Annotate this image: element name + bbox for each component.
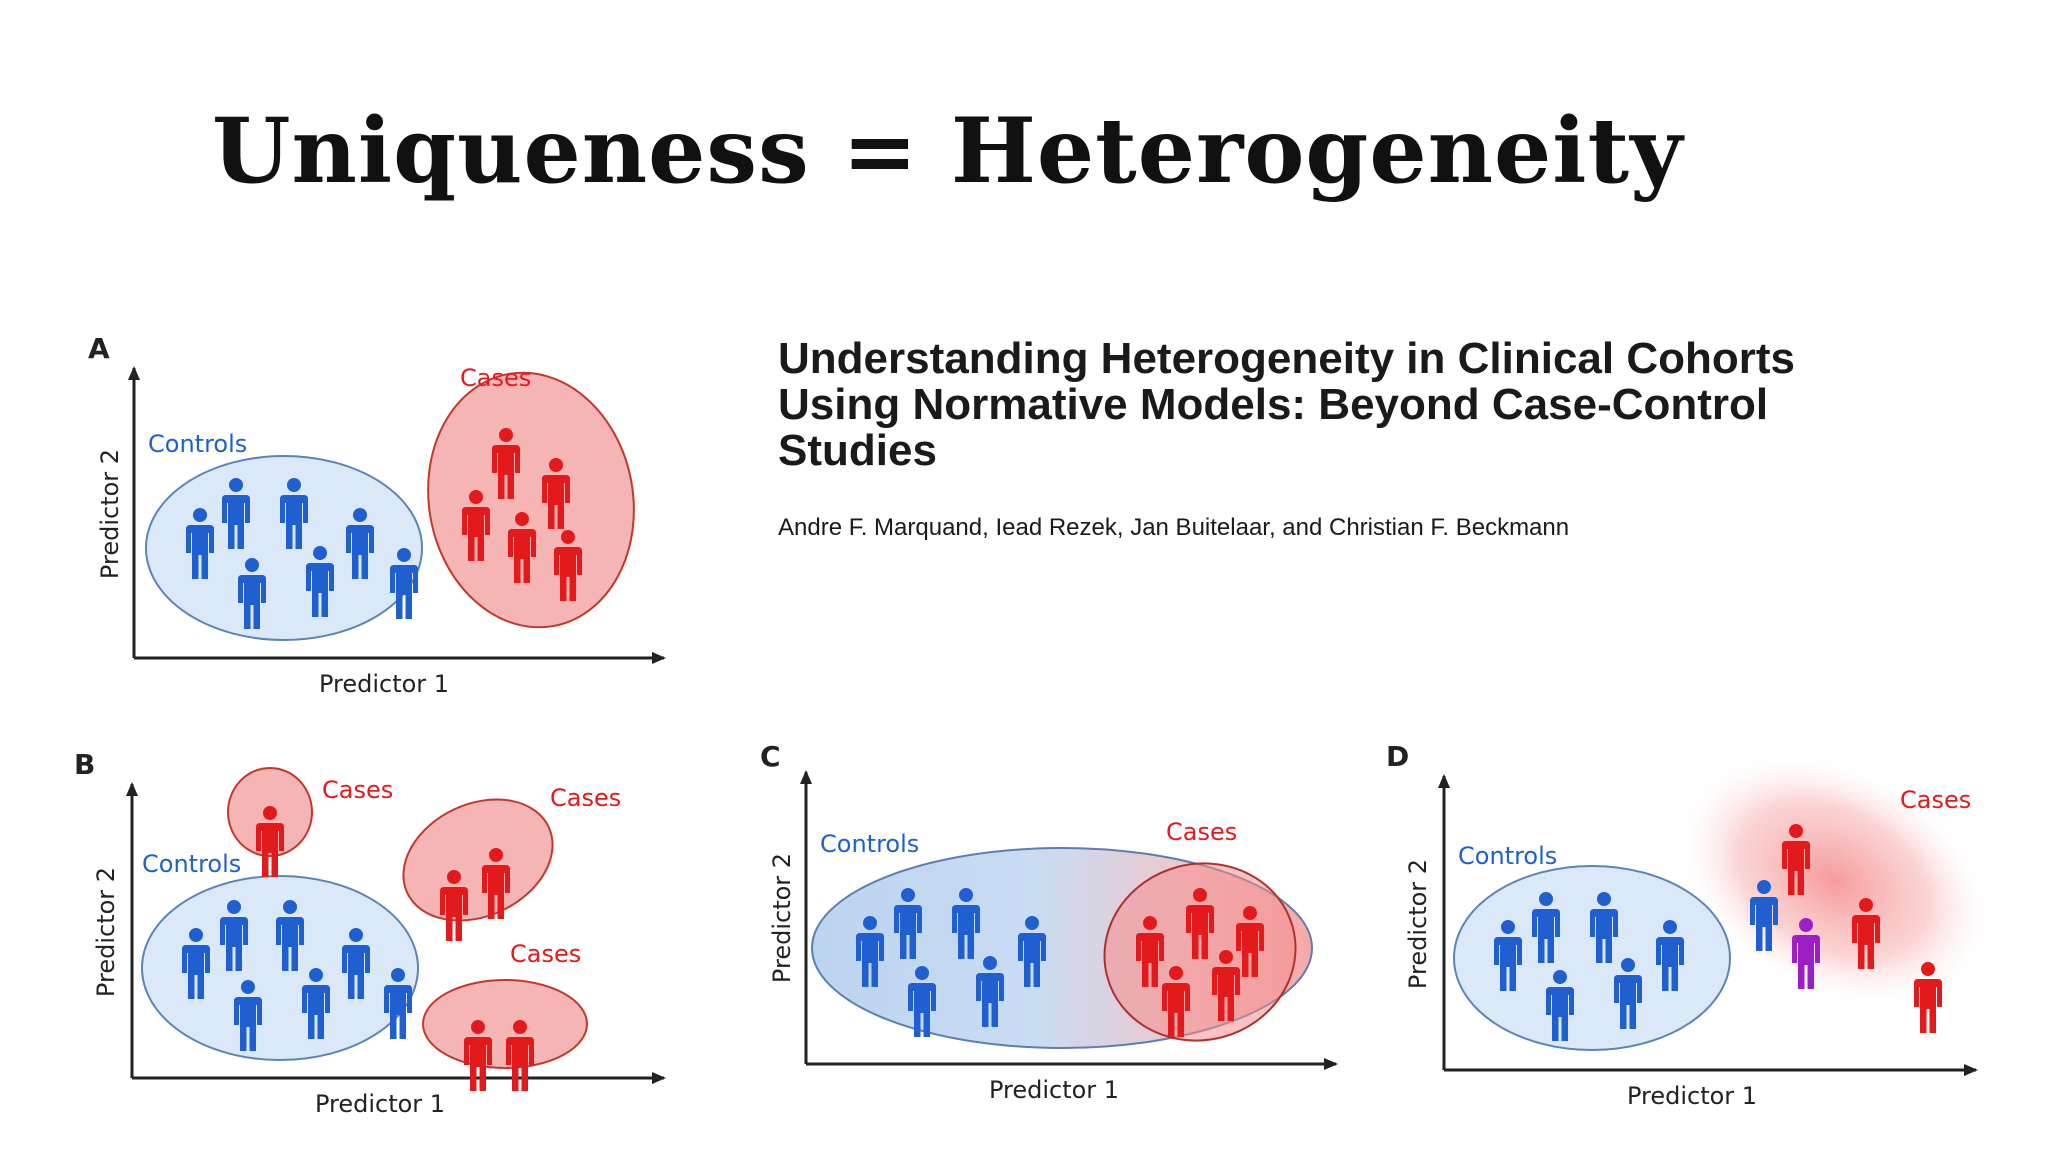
x-axis-label: Predictor 1 bbox=[319, 670, 449, 698]
person-icon bbox=[1852, 898, 1880, 969]
person-icon bbox=[1782, 824, 1810, 895]
x-axis-label: Predictor 1 bbox=[989, 1076, 1119, 1104]
cases-label-2: Cases bbox=[550, 784, 621, 812]
person-icon bbox=[238, 558, 266, 629]
x-axis-label: Predictor 1 bbox=[1627, 1082, 1757, 1110]
person-icon bbox=[1590, 892, 1618, 963]
cases-cluster-2 bbox=[402, 798, 554, 922]
person-icon bbox=[302, 968, 330, 1039]
cases-group-3 bbox=[464, 1020, 534, 1091]
mixed-group bbox=[1792, 918, 1820, 989]
controls-label: Controls bbox=[1458, 842, 1557, 870]
person-icon bbox=[182, 928, 210, 999]
cases-label: Cases bbox=[460, 364, 531, 392]
person-icon bbox=[440, 870, 468, 941]
person-icon bbox=[220, 900, 248, 971]
person-icon bbox=[1212, 950, 1240, 1021]
person-icon bbox=[1914, 962, 1942, 1033]
paper-title-line-3: Studies bbox=[778, 426, 937, 475]
cases-label: Cases bbox=[1166, 818, 1237, 846]
person-icon bbox=[894, 888, 922, 959]
paper-title: Understanding Heterogeneity in Clinical … bbox=[778, 336, 1958, 474]
cases-group-1 bbox=[256, 806, 284, 877]
person-icon bbox=[856, 916, 884, 987]
person-icon bbox=[346, 508, 374, 579]
cases-cluster-3 bbox=[422, 979, 588, 1069]
person-icon bbox=[342, 928, 370, 999]
person-icon bbox=[306, 546, 334, 617]
person-icon bbox=[1136, 916, 1164, 987]
person-icon bbox=[256, 806, 284, 877]
panel-letter-b: B bbox=[74, 748, 95, 781]
cases-group bbox=[462, 428, 582, 601]
person-icon bbox=[1750, 880, 1778, 951]
person-icon bbox=[554, 530, 582, 601]
person-icon bbox=[384, 968, 412, 1039]
paper-title-line-1: Understanding Heterogeneity in Clinical … bbox=[778, 334, 1796, 383]
panel-letter-c: C bbox=[760, 740, 781, 773]
person-icon bbox=[1614, 958, 1642, 1029]
person-icon bbox=[1162, 966, 1190, 1037]
person-icon bbox=[1532, 892, 1560, 963]
person-icon bbox=[276, 900, 304, 971]
person-icon bbox=[908, 966, 936, 1037]
paper-authors: Andre F. Marquand, Iead Rezek, Jan Buite… bbox=[778, 514, 1570, 541]
person-icon bbox=[952, 888, 980, 959]
cases-group-2 bbox=[440, 848, 510, 941]
panel-b: B Predictor 1 Predictor 2 Controls Cases… bbox=[74, 748, 666, 1118]
person-icon bbox=[464, 1020, 492, 1091]
cases-label-3: Cases bbox=[510, 940, 581, 968]
cases-group bbox=[1136, 888, 1264, 1037]
controls-label: Controls bbox=[820, 830, 919, 858]
person-icon bbox=[542, 458, 570, 529]
panel-letter-a: A bbox=[88, 332, 110, 365]
controls-cluster bbox=[145, 455, 423, 641]
controls-group bbox=[856, 888, 1046, 1037]
person-icon bbox=[492, 428, 520, 499]
cases-group bbox=[1782, 824, 1942, 1033]
controls-group bbox=[182, 900, 412, 1051]
controls-cluster bbox=[141, 875, 419, 1061]
cases-cluster bbox=[427, 371, 635, 629]
cases-label-1: Cases bbox=[322, 776, 393, 804]
cases-label: Cases bbox=[1900, 786, 1971, 814]
y-axis-label: Predictor 2 bbox=[1404, 859, 1432, 989]
x-axis-label: Predictor 1 bbox=[315, 1090, 445, 1118]
controls-label: Controls bbox=[142, 850, 241, 878]
person-icon bbox=[976, 956, 1004, 1027]
person-icon bbox=[508, 512, 536, 583]
person-icon bbox=[1186, 888, 1214, 959]
panel-d: D Predictor 1 Predictor 2 Controls Cases bbox=[1386, 740, 1994, 1110]
person-icon bbox=[1494, 920, 1522, 991]
person-icon bbox=[186, 508, 214, 579]
y-axis-label: Predictor 2 bbox=[96, 449, 124, 579]
person-icon bbox=[1546, 970, 1574, 1041]
controls-label: Controls bbox=[148, 430, 247, 458]
person-icon bbox=[222, 478, 250, 549]
person-icon bbox=[482, 848, 510, 919]
y-axis-label: Predictor 2 bbox=[92, 867, 120, 997]
controls-group bbox=[1494, 892, 1684, 1041]
panel-letter-d: D bbox=[1386, 740, 1409, 773]
panel-a: A Predictor 1 Predictor 2 Controls Cases bbox=[88, 332, 666, 698]
person-icon bbox=[390, 548, 418, 619]
cases-diffuse-region bbox=[1674, 750, 1994, 1010]
paper-title-line-2: Using Normative Models: Beyond Case-Cont… bbox=[778, 380, 1769, 429]
person-icon bbox=[1236, 906, 1264, 977]
person-icon bbox=[506, 1020, 534, 1091]
y-axis-label: Predictor 2 bbox=[768, 853, 796, 983]
person-icon bbox=[462, 490, 490, 561]
slide-title: Uniqueness = Heterogeneity bbox=[212, 98, 1684, 204]
person-icon bbox=[234, 980, 262, 1051]
person-icon bbox=[280, 478, 308, 549]
controls-cluster bbox=[1453, 865, 1731, 1051]
outlier-control bbox=[1750, 880, 1778, 951]
person-icon bbox=[1018, 916, 1046, 987]
panel-c: C Predictor 1 Predictor 2 Controls Cases bbox=[760, 740, 1338, 1104]
person-icon bbox=[1792, 918, 1820, 989]
controls-group bbox=[186, 478, 418, 629]
person-icon bbox=[1656, 920, 1684, 991]
